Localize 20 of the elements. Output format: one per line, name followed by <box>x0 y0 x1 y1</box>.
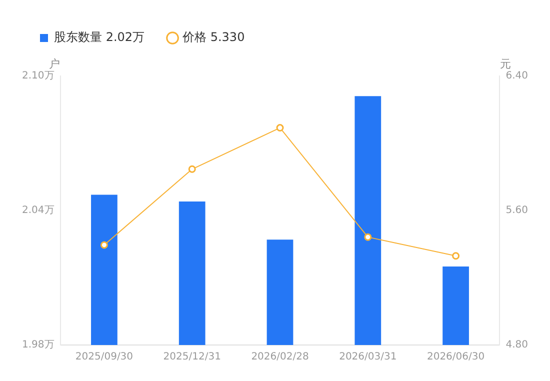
y2-tick-label: 5.60 <box>506 205 528 216</box>
y-axis-title: 户 <box>48 57 60 70</box>
legend-label: 价格 5.330 <box>182 30 245 44</box>
point <box>364 233 372 241</box>
point <box>276 124 284 132</box>
x-tick-label: 2025/09/30 <box>75 352 134 363</box>
y-tick-label: 2.04万 <box>22 205 54 216</box>
point <box>188 165 196 173</box>
x-tick-label: 2026/06/30 <box>426 352 485 363</box>
y2-tick-label: 6.40 <box>506 70 528 82</box>
legend-label: 股东数量 2.02万 <box>54 30 145 44</box>
y-tick-label: 1.98万 <box>22 340 54 351</box>
x-tick-label: 2026/03/31 <box>339 352 397 363</box>
y2-axis-title: 元 <box>500 57 512 70</box>
x-tick-label: 2025/12/31 <box>163 352 221 363</box>
x-tick-label: 2026/02/28 <box>251 352 309 363</box>
point <box>100 241 108 249</box>
point <box>452 252 460 260</box>
y-tick-label: 2.10万 <box>22 70 54 82</box>
y2-tick-label: 4.80 <box>506 340 528 351</box>
